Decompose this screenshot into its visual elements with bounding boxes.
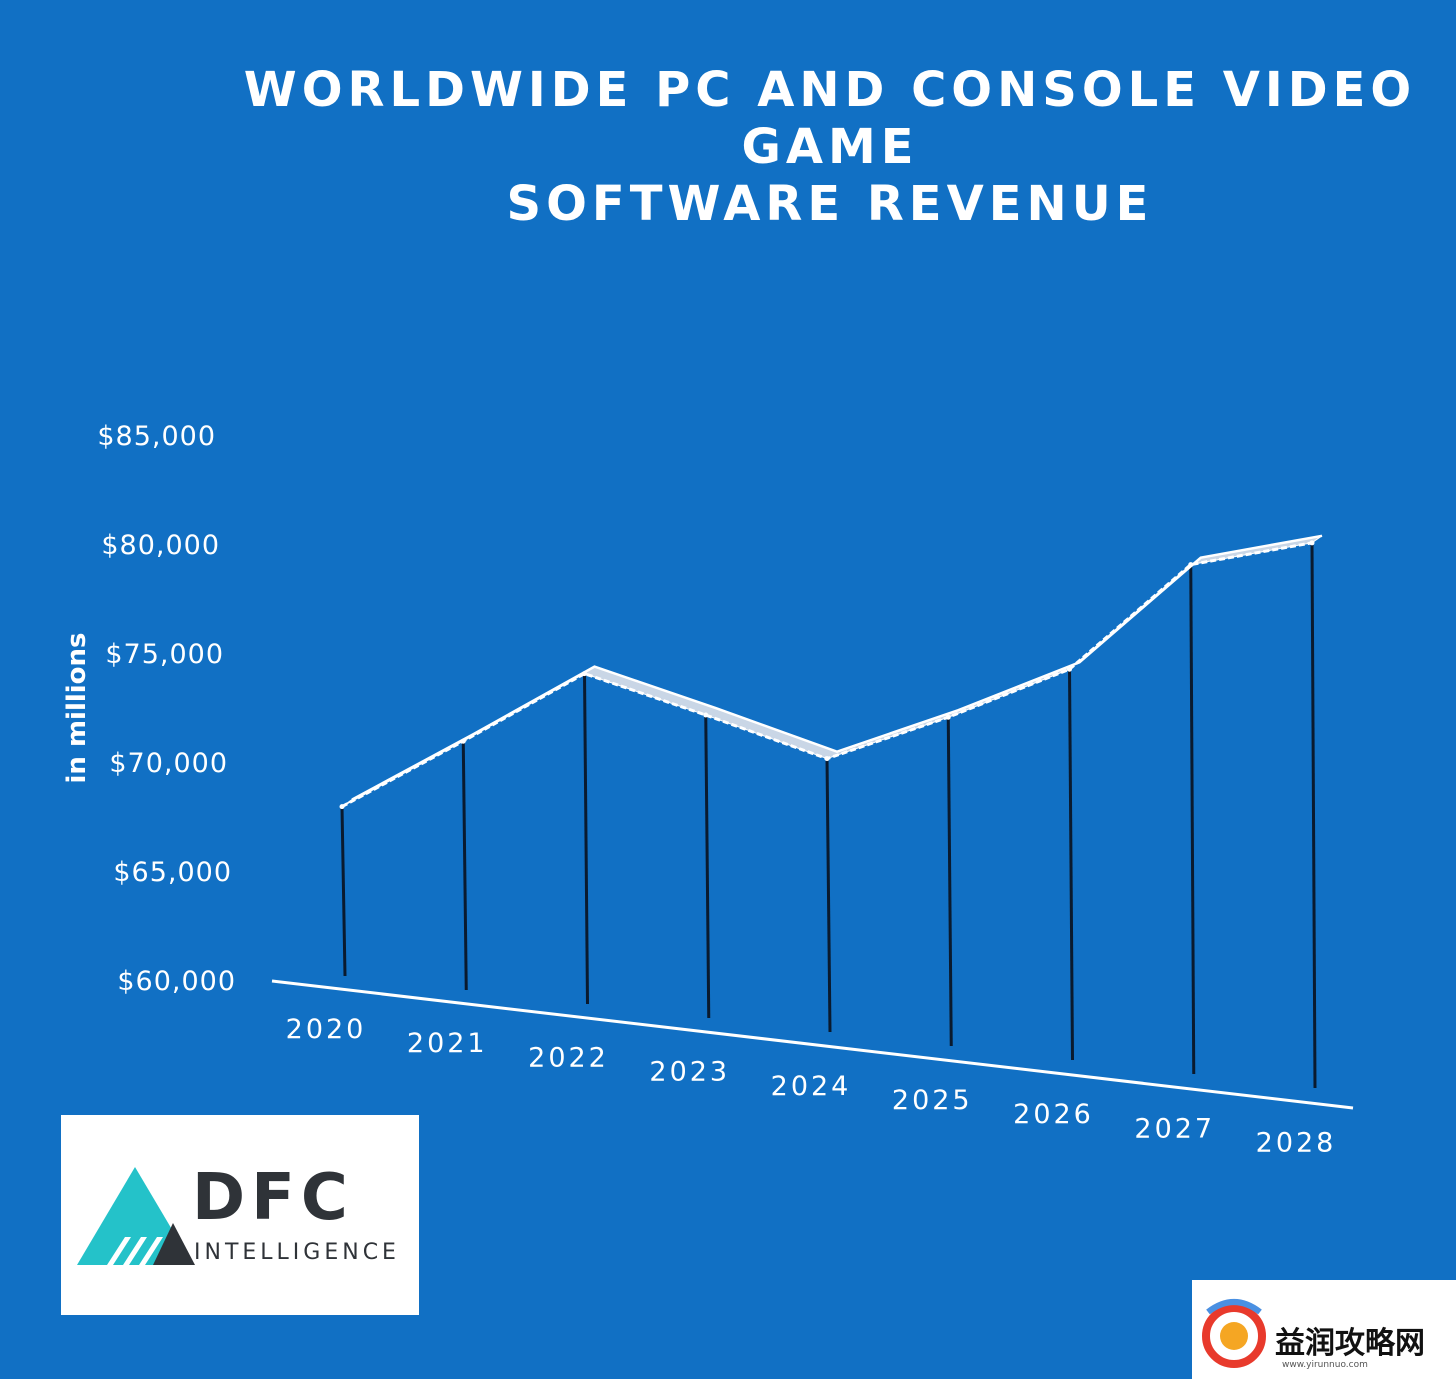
drop-line — [461, 741, 468, 991]
series-line-top — [351, 534, 1323, 801]
x-tick-label: 2027 — [1134, 1113, 1215, 1144]
watermark-panel — [1192, 1280, 1456, 1379]
chart-title-line: GAME — [741, 119, 919, 175]
y-axis-label: in millions — [62, 632, 92, 783]
y-tick-label: $60,000 — [117, 966, 236, 997]
chart-title-line: WORLDWIDE PC AND CONSOLE VIDEO — [243, 62, 1417, 118]
chart-title: WORLDWIDE PC AND CONSOLE VIDEO GAME SOFT… — [240, 62, 1420, 233]
x-tick-label: 2021 — [407, 1028, 488, 1059]
data-point — [1309, 540, 1315, 546]
drop-line — [825, 758, 832, 1033]
x-tick-label: 2025 — [892, 1085, 973, 1116]
drop-line — [946, 717, 953, 1047]
y-tick-label: $70,000 — [109, 748, 228, 779]
x-tick-label: 2020 — [286, 1014, 367, 1045]
watermark-url: www.yirunnuo.com — [1282, 1360, 1368, 1370]
data-point — [945, 714, 951, 720]
drop-line — [704, 715, 711, 1019]
drop-line — [340, 806, 347, 977]
data-point — [460, 738, 466, 744]
x-axis-line — [271, 979, 1354, 1110]
data-point — [703, 712, 709, 718]
x-tick-label: 2022 — [528, 1042, 609, 1073]
x-tick-label: 2028 — [1256, 1128, 1337, 1159]
x-tick-label: 2023 — [649, 1057, 730, 1088]
chart-title-line: SOFTWARE REVENUE — [506, 176, 1154, 232]
logo-wordmark: DFC — [192, 1161, 354, 1235]
drop-line — [1189, 564, 1196, 1075]
logo-subtitle: INTELLIGENCE — [194, 1240, 400, 1265]
y-tick-label: $85,000 — [97, 421, 216, 452]
drop-line — [1310, 542, 1317, 1089]
data-point — [339, 804, 345, 810]
data-point — [1188, 562, 1194, 568]
y-tick-label: $75,000 — [105, 639, 224, 670]
drop-line — [1068, 669, 1074, 1061]
x-tick-label: 2026 — [1013, 1099, 1094, 1130]
dfc-logo-panel — [61, 1115, 419, 1315]
x-tick-label: 2024 — [771, 1071, 852, 1102]
watermark-text: 益润攻略网 — [1275, 1326, 1425, 1361]
triangle-logo-icon — [77, 1167, 195, 1265]
data-point — [582, 671, 587, 677]
swirl-logo-icon — [1202, 1299, 1266, 1368]
data-point — [1067, 666, 1072, 672]
y-tick-label: $65,000 — [113, 857, 232, 888]
drop-line — [583, 673, 589, 1005]
y-tick-label: $80,000 — [101, 530, 220, 561]
data-point — [824, 756, 830, 762]
